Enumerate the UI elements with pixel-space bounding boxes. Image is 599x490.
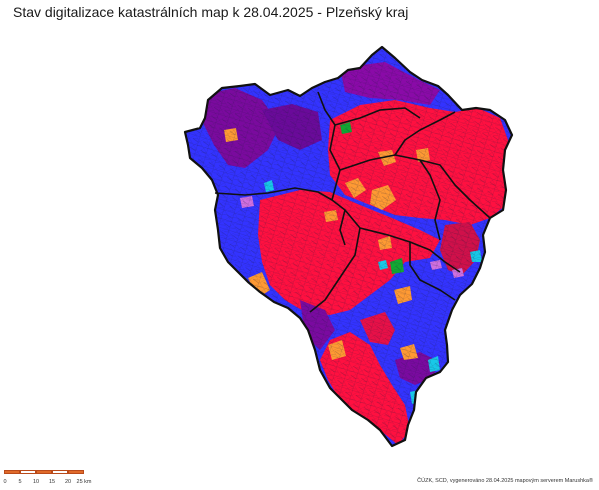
scale-segment-2 [20, 470, 36, 474]
scale-bar: 0 5 10 15 20 25 km [3, 470, 91, 486]
scale-segment-4 [52, 470, 68, 474]
scale-tick-10: 10 [32, 479, 40, 485]
district-borders [214, 91, 491, 313]
scale-tick-5: 5 [18, 479, 22, 485]
scale-tick-20: 20 [64, 479, 72, 485]
scale-tick-25: 25 km [76, 479, 92, 485]
cadastral-cells-b [185, 47, 512, 446]
scale-tick-0: 0 [3, 479, 7, 485]
map-credit: ČÚZK, SCD, vygenerováno 28.04.2025 mapov… [417, 478, 593, 484]
region-outline[interactable] [183, 45, 514, 448]
scale-tick-15: 15 [48, 479, 56, 485]
scale-segment-1 [4, 470, 20, 474]
scale-segment-5 [68, 470, 84, 474]
scale-segment-3 [36, 470, 52, 474]
map-title: Stav digitalizace katastrálních map k 28… [13, 4, 409, 20]
